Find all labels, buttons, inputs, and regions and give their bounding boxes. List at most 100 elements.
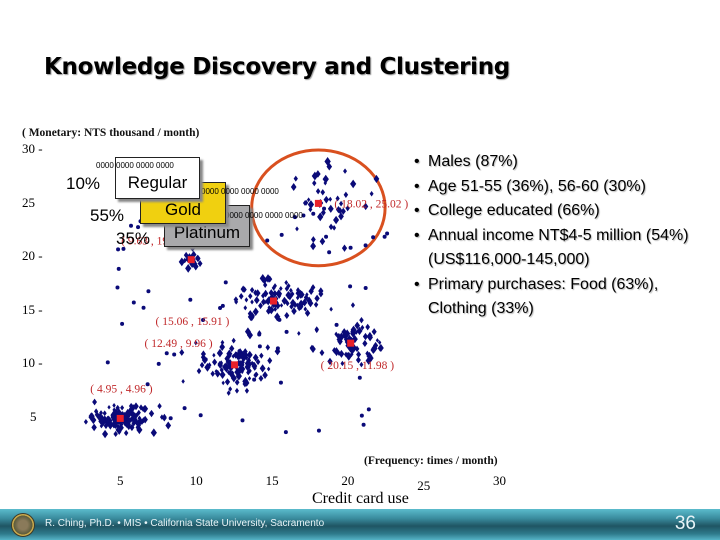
- data-point: [105, 360, 110, 365]
- gold-percent: 55%: [90, 206, 125, 225]
- data-point: [311, 171, 319, 181]
- data-point: [103, 422, 109, 430]
- data-point: [244, 387, 249, 394]
- x-tick-label: 20: [341, 473, 355, 488]
- data-point: [323, 195, 330, 204]
- data-point: [313, 301, 319, 308]
- centroid-label: ( 15.06 , 15.91 ): [156, 316, 230, 328]
- data-point: [165, 421, 172, 430]
- data-point: [371, 328, 377, 336]
- data-point: [162, 413, 167, 421]
- page-number: 36: [674, 513, 696, 534]
- data-point: [223, 280, 228, 285]
- centroid-label: ( 20.15 , 11.98 ): [321, 360, 395, 372]
- data-point: [322, 174, 329, 184]
- data-point: [375, 338, 380, 343]
- data-point: [257, 344, 262, 349]
- data-point: [385, 231, 390, 236]
- data-point: [328, 223, 334, 231]
- data-point: [356, 350, 362, 358]
- data-point: [255, 358, 261, 366]
- data-point: [354, 345, 360, 353]
- data-point: [322, 206, 327, 211]
- data-point: [307, 299, 314, 308]
- data-point: [246, 350, 253, 360]
- data-point: [365, 323, 371, 331]
- x-axis-title: Credit card use: [312, 490, 409, 507]
- data-point: [116, 428, 122, 435]
- data-point: [113, 430, 118, 438]
- data-point: [314, 327, 319, 334]
- data-point: [345, 351, 352, 361]
- data-point: [295, 287, 301, 293]
- data-point: [131, 300, 136, 305]
- data-point: [310, 236, 316, 243]
- data-point: [359, 316, 364, 324]
- data-point: [284, 298, 288, 304]
- centroid-marker: [116, 414, 124, 422]
- data-point: [135, 423, 141, 431]
- data-point: [120, 321, 125, 326]
- data-point: [320, 209, 326, 217]
- data-point: [276, 291, 282, 299]
- data-point: [178, 257, 185, 267]
- bullet-item: Annual income NT$4-5 million (54%) (US$1…: [414, 224, 714, 273]
- data-point: [262, 289, 269, 298]
- data-point: [334, 322, 339, 327]
- data-point: [293, 175, 298, 182]
- data-point: [141, 305, 146, 310]
- data-point: [327, 357, 333, 366]
- data-point: [304, 309, 311, 317]
- data-point: [136, 422, 142, 429]
- data-point: [361, 422, 366, 427]
- data-point: [107, 404, 111, 410]
- data-point: [224, 367, 229, 373]
- data-point: [164, 351, 169, 356]
- data-point: [377, 340, 382, 345]
- data-point: [373, 174, 380, 183]
- platinum-card-label: Platinum: [173, 223, 241, 242]
- data-point: [308, 206, 313, 213]
- platinum-percent: 35%: [116, 229, 151, 248]
- data-point: [115, 285, 120, 290]
- data-point: [113, 422, 118, 429]
- data-point: [341, 208, 346, 214]
- data-point: [268, 305, 275, 315]
- data-point: [265, 238, 270, 243]
- data-point: [226, 349, 233, 358]
- data-point: [247, 376, 252, 381]
- data-point: [267, 357, 273, 365]
- data-point: [335, 206, 342, 214]
- data-point: [198, 413, 203, 418]
- y-tick-label: 20 -: [22, 248, 43, 264]
- data-point: [243, 305, 248, 311]
- data-point: [278, 380, 283, 385]
- profile-bullet-list: Males (87%) Age 51-55 (36%), 56-60 (30%)…: [414, 150, 714, 322]
- data-point: [263, 281, 268, 289]
- bullet-item: College educated (66%): [414, 199, 714, 224]
- data-point: [257, 332, 262, 337]
- data-point: [333, 215, 340, 225]
- data-point: [221, 380, 225, 386]
- data-point: [284, 285, 289, 292]
- data-point: [250, 299, 254, 305]
- data-point: [145, 382, 150, 387]
- data-point: [316, 428, 321, 433]
- data-point: [217, 360, 223, 368]
- data-point: [226, 390, 231, 396]
- data-point: [265, 297, 270, 304]
- data-point: [295, 226, 299, 232]
- data-point: [99, 423, 104, 429]
- regular-percent: 10%: [66, 174, 101, 193]
- data-point: [116, 247, 121, 252]
- data-point: [240, 418, 245, 423]
- data-point: [314, 294, 320, 303]
- card-number: 0000 0000 0000 0000: [225, 211, 303, 220]
- data-point: [343, 191, 349, 198]
- data-point: [218, 306, 223, 311]
- data-point: [253, 289, 258, 296]
- regular-card-label: Regular: [127, 173, 188, 192]
- data-point: [362, 332, 369, 341]
- data-point: [266, 366, 271, 372]
